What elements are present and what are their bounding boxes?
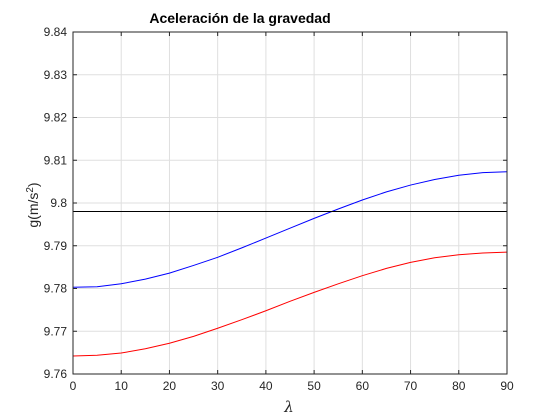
y-tick-label: 9.79 — [44, 239, 68, 253]
x-tick-label: 40 — [259, 379, 273, 393]
x-tick-label: 0 — [70, 379, 77, 393]
x-tick-label: 90 — [500, 379, 514, 393]
y-tick-label: 9.81 — [44, 153, 68, 167]
x-tick-label: 10 — [115, 379, 129, 393]
y-axis-label: g(m/s2) — [25, 182, 41, 227]
y-axis-label-base: g(m/s — [25, 193, 41, 228]
chart-title: Aceleración de la gravedad — [149, 10, 330, 26]
x-tick-label: 50 — [307, 379, 321, 393]
series-line-1 — [72, 251, 508, 357]
y-tick-label: 9.8 — [50, 196, 67, 210]
y-tick-label: 9.83 — [44, 68, 68, 82]
x-axis-label: λ — [283, 398, 294, 416]
y-tick-label: 9.77 — [44, 324, 68, 338]
x-tick-label: 70 — [404, 379, 418, 393]
x-tick-label: 80 — [452, 379, 466, 393]
x-tick-label: 20 — [163, 379, 177, 393]
tick-labels: 0 10 20 30 40 50 60 70 80 90 9.76 9.77 9.78 9.79 9.8 9.… — [44, 25, 514, 393]
y-tick-label: 9.82 — [44, 111, 68, 125]
series-layer — [72, 171, 508, 357]
y-tick-label: 9.84 — [44, 25, 68, 39]
y-axis-label-end: ) — [25, 182, 41, 187]
y-tick-label: 9.76 — [44, 367, 68, 381]
x-tick-label: 30 — [211, 379, 225, 393]
y-axis-label-sup: 2 — [25, 187, 36, 193]
x-tick-label: 60 — [356, 379, 370, 393]
y-tick-label: 9.78 — [44, 282, 68, 296]
series-line-0 — [72, 171, 508, 288]
tick-marks — [72, 31, 508, 375]
